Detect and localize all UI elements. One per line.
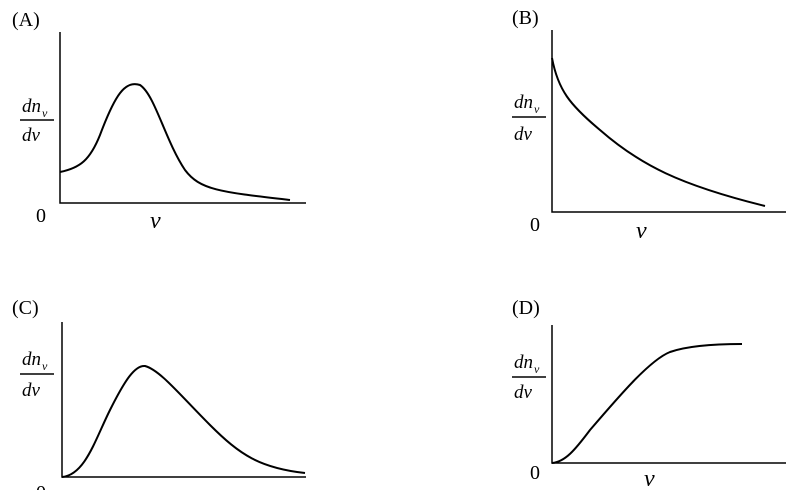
y-label-subscript: v (42, 359, 48, 373)
axes (551, 325, 786, 464)
origin: 0 (36, 205, 46, 227)
x-label: v (644, 466, 655, 490)
axes (551, 30, 786, 213)
curve (551, 343, 743, 464)
panel-label: (D) (512, 297, 540, 319)
x-label: v (636, 218, 647, 244)
y-label-denominator: dv (22, 380, 41, 401)
panel: (B) dn v dv 0 v (512, 7, 786, 244)
y-label-numerator: dn (22, 96, 41, 117)
curve (59, 83, 291, 201)
y-label-denominator: dv (514, 124, 533, 145)
curve (61, 365, 306, 478)
x-label: v (162, 484, 173, 490)
panel-label: (B) (512, 7, 539, 29)
origin: 0 (530, 214, 540, 236)
y-label-denominator: dv (22, 125, 41, 146)
panel: (D) dn v dv 0 v (512, 297, 786, 490)
y-label-subscript: v (42, 106, 48, 120)
y-label-numerator: dn (514, 352, 533, 373)
y-label-subscript: v (534, 362, 540, 376)
x-label: v (150, 208, 161, 234)
axes (59, 32, 306, 204)
origin: 0 (36, 482, 46, 490)
y-label-numerator: dn (22, 349, 41, 370)
y-label-denominator: dv (514, 382, 533, 403)
panel-label: (C) (12, 297, 39, 319)
panel: (C) dn v dv 0 v (12, 297, 306, 490)
y-label-numerator: dn (514, 92, 533, 113)
panel-label: (A) (12, 9, 40, 31)
origin: 0 (530, 462, 540, 484)
y-label-subscript: v (534, 102, 540, 116)
curve (551, 57, 766, 207)
panel: (A) dn v dv 0 v (12, 9, 306, 234)
